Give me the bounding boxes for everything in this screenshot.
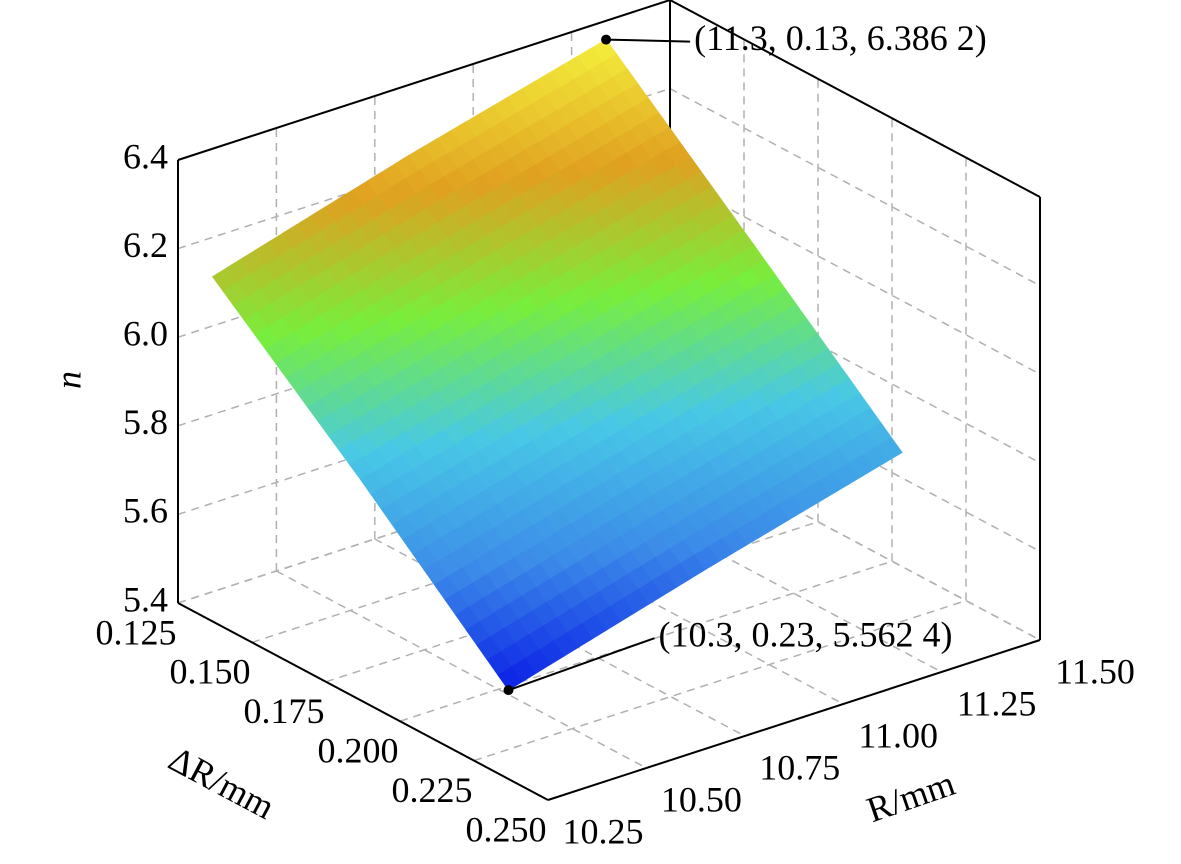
x-tick-label: 0.200 <box>318 730 399 770</box>
y-tick-label: 11.50 <box>1055 651 1135 691</box>
axis-line <box>669 0 1041 198</box>
y-tick-label: 10.75 <box>759 747 840 787</box>
x-tick-label: 0.225 <box>392 770 473 810</box>
x-axis-label: ΔR/mm <box>162 738 281 826</box>
annotation-point <box>601 34 612 45</box>
y-axis-label: R/mm <box>862 763 960 830</box>
axis-line <box>177 0 671 161</box>
y-tick-label: 11.25 <box>957 683 1037 723</box>
leader-line <box>606 38 691 43</box>
y-tick-label: 10.50 <box>661 779 742 819</box>
x-tick-label: 0.175 <box>244 691 325 731</box>
leader-line <box>508 637 655 692</box>
z-tick-label: 5.8 <box>123 402 168 442</box>
z-axis-label: n <box>48 371 88 389</box>
z-tick-label: 6.4 <box>123 136 168 176</box>
grid-line <box>473 599 967 762</box>
annotation-label: (10.3, 0.23, 5.562 4) <box>658 614 952 654</box>
z-tick-label: 5.6 <box>123 491 168 531</box>
axis-line <box>547 639 1041 801</box>
annotation-label: (11.3, 0.13, 6.386 2) <box>694 18 987 58</box>
z-tick-label: 6.0 <box>123 313 168 353</box>
surface-patch <box>876 437 903 462</box>
x-tick-label: 0.150 <box>170 652 251 692</box>
x-tick-label: 0.250 <box>466 809 547 849</box>
z-tick-label: 6.2 <box>123 225 168 265</box>
y-tick-label: 10.25 <box>563 811 644 851</box>
x-tick-label: 0.125 <box>96 612 177 652</box>
z-tick-label: 5.4 <box>123 579 168 619</box>
axis-line <box>177 602 549 801</box>
annotation-point <box>503 685 514 696</box>
y-tick-label: 11.00 <box>858 715 938 755</box>
